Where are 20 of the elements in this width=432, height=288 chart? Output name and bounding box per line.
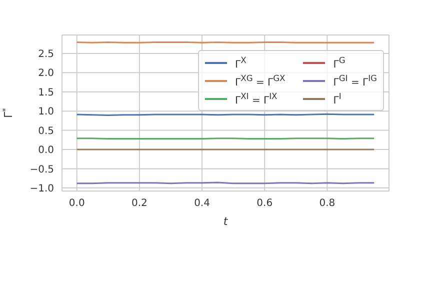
legend-label: Γ$^{I}$ bbox=[333, 90, 342, 106]
x-tick-label: 0.6 bbox=[256, 198, 273, 210]
legend-label: Γ$^{XI}$ = Γ$^{IX}$ bbox=[235, 90, 278, 106]
y-tick-label: 2.5 bbox=[38, 48, 54, 60]
legend-label: Γ$^{XG}$ = Γ$^{GX}$ bbox=[235, 72, 286, 88]
x-axis-title: t bbox=[223, 215, 228, 228]
y-tick-label: 0.0 bbox=[38, 145, 54, 156]
y-tick-label: −0.5 bbox=[30, 164, 54, 176]
x-tick-label: 0.4 bbox=[194, 198, 210, 210]
legend-label: Γ$^{X}$ bbox=[235, 54, 246, 70]
y-tick-label: −1.0 bbox=[30, 183, 54, 194]
x-tick-label: 0.0 bbox=[68, 198, 85, 210]
y-tick-label: 1.5 bbox=[38, 87, 54, 98]
y-tick-label: 2.0 bbox=[38, 68, 54, 80]
x-tick-label: 0.8 bbox=[319, 198, 336, 210]
legend-label: Γ$^{G}$ bbox=[333, 54, 346, 70]
legend-label: Γ$^{GI}$ = Γ$^{IG}$ bbox=[333, 72, 377, 88]
x-tick-label: 0.2 bbox=[131, 198, 148, 210]
y-tick-label: 0.5 bbox=[38, 126, 54, 137]
y-tick-label: 1.0 bbox=[38, 106, 54, 118]
